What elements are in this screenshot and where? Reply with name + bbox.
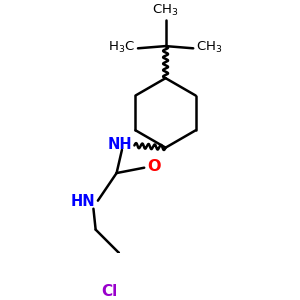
Text: CH$_3$: CH$_3$: [152, 3, 179, 19]
Text: CH$_3$: CH$_3$: [196, 39, 222, 55]
Text: HN: HN: [70, 194, 95, 209]
Text: O: O: [147, 159, 160, 174]
Text: NH: NH: [108, 137, 132, 152]
Text: Cl: Cl: [101, 284, 117, 299]
Text: H$_3$C: H$_3$C: [108, 39, 135, 55]
